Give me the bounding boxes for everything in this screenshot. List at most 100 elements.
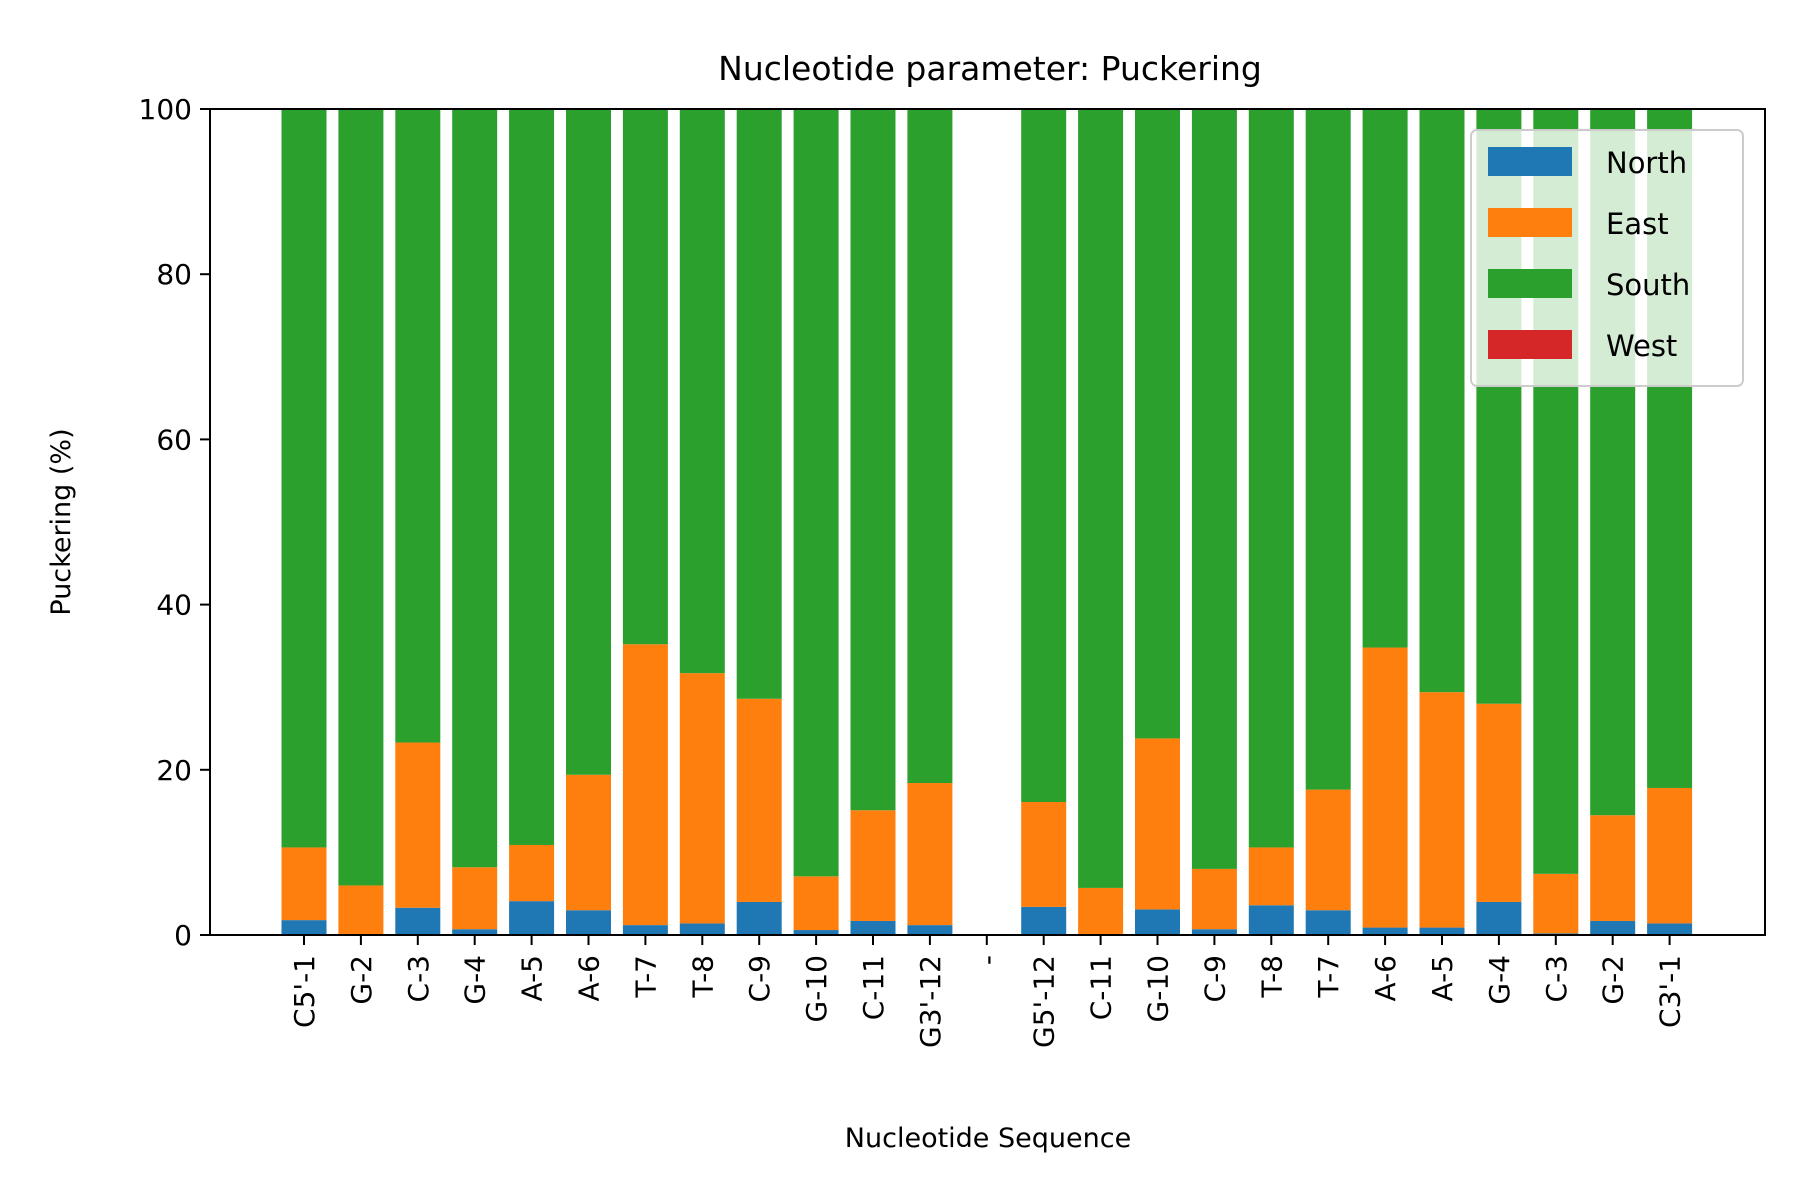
bar-north-11 xyxy=(907,925,953,935)
legend-swatch-south xyxy=(1488,269,1572,298)
bar-east-9 xyxy=(793,876,839,931)
bar-east-5 xyxy=(566,774,611,911)
bar-south-15 xyxy=(1135,109,1180,739)
bar-south-8 xyxy=(736,109,782,699)
x-tick-label: C-3 xyxy=(1540,955,1573,1002)
bar-east-11 xyxy=(907,783,953,926)
bar-north-24 xyxy=(1647,923,1693,935)
bar-north-3 xyxy=(452,929,498,935)
bar-south-5 xyxy=(566,109,611,775)
bar-east-7 xyxy=(679,673,725,924)
x-tick-label: C-9 xyxy=(1198,955,1231,1002)
x-tick-label: G-4 xyxy=(1483,955,1516,1005)
bar-east-2 xyxy=(395,742,441,908)
bar-east-21 xyxy=(1476,703,1522,902)
bar-north-0 xyxy=(281,920,327,935)
x-tick-label: T-8 xyxy=(686,955,719,998)
x-tick-label: T-8 xyxy=(1255,955,1288,998)
bar-east-15 xyxy=(1135,738,1180,910)
legend-label-west: West xyxy=(1606,329,1677,363)
x-tick-label: C-11 xyxy=(1085,955,1118,1020)
bar-south-20 xyxy=(1419,109,1465,693)
x-tick-label: T-7 xyxy=(629,955,662,998)
bar-east-1 xyxy=(338,885,384,935)
bar-east-22 xyxy=(1533,873,1579,934)
bar-east-19 xyxy=(1362,647,1408,928)
bar-east-18 xyxy=(1305,789,1351,911)
y-axis: 0 20 40 60 80 100 xyxy=(139,93,210,952)
bar-south-10 xyxy=(850,109,896,811)
x-tick-label: - xyxy=(971,955,1004,965)
x-tick-label: C-9 xyxy=(743,955,776,1002)
bar-south-13 xyxy=(1021,109,1067,803)
bar-east-16 xyxy=(1191,868,1237,930)
x-tick-label: A-6 xyxy=(573,955,606,1001)
bar-south-7 xyxy=(679,109,725,674)
bar-north-13 xyxy=(1021,906,1067,935)
x-tick-label: T-7 xyxy=(1312,955,1345,998)
bar-north-15 xyxy=(1135,909,1180,935)
bar-south-14 xyxy=(1078,109,1124,888)
legend-swatch-east xyxy=(1488,208,1572,237)
bar-south-17 xyxy=(1248,109,1294,848)
bar-east-23 xyxy=(1590,815,1636,921)
x-tick-label: C-11 xyxy=(857,955,890,1020)
legend-box xyxy=(1470,129,1744,387)
legend-label-east: East xyxy=(1606,207,1669,241)
bar-south-6 xyxy=(622,109,668,645)
x-tick-label: G-4 xyxy=(459,955,492,1005)
x-tick-label: A-5 xyxy=(1426,955,1459,1001)
bar-east-20 xyxy=(1419,692,1465,928)
bar-east-8 xyxy=(736,698,782,902)
y-tick-label: 80 xyxy=(156,258,192,291)
y-axis-label: Puckering (%) xyxy=(46,428,77,615)
plot-frame xyxy=(209,108,1766,936)
x-tick-label: A-5 xyxy=(516,955,549,1001)
bar-south-2 xyxy=(395,109,441,743)
bar-north-9 xyxy=(793,930,839,935)
bar-east-4 xyxy=(509,844,555,902)
bar-south-19 xyxy=(1362,109,1408,648)
bar-south-9 xyxy=(793,109,839,877)
y-tick-label: 40 xyxy=(156,589,192,622)
bar-south-18 xyxy=(1305,109,1351,790)
bar-north-5 xyxy=(566,910,611,935)
y-tick-label: 20 xyxy=(156,754,192,787)
x-tick-label: C3'-1 xyxy=(1654,955,1687,1028)
bar-north-2 xyxy=(395,907,441,935)
legend-swatch-west xyxy=(1488,330,1572,359)
bar-south-4 xyxy=(509,109,555,845)
bar-south-16 xyxy=(1191,109,1237,869)
bar-north-8 xyxy=(736,901,782,935)
legend-label-north: North xyxy=(1606,146,1687,180)
bar-north-16 xyxy=(1191,929,1237,935)
bar-east-6 xyxy=(622,644,668,926)
bar-east-17 xyxy=(1248,847,1294,906)
bar-east-14 xyxy=(1078,887,1124,935)
bar-south-1 xyxy=(338,109,384,886)
bar-south-3 xyxy=(452,109,498,868)
bar-north-6 xyxy=(622,925,668,935)
x-axis-label: Nucleotide Sequence xyxy=(845,1123,1131,1154)
bar-north-4 xyxy=(509,901,555,935)
bar-north-10 xyxy=(850,920,896,935)
bar-north-23 xyxy=(1590,920,1636,935)
bar-north-20 xyxy=(1419,927,1465,935)
bar-east-13 xyxy=(1021,802,1067,907)
y-tick-label: 0 xyxy=(174,919,192,952)
legend-label-south: South xyxy=(1606,268,1690,302)
x-tick-label: G-10 xyxy=(1142,955,1175,1022)
x-tick-label: G-10 xyxy=(800,955,833,1022)
x-tick-label: C5'-1 xyxy=(288,955,321,1028)
bar-north-18 xyxy=(1305,910,1351,935)
bar-north-7 xyxy=(679,923,725,935)
bar-east-24 xyxy=(1647,787,1693,924)
bar-south-0 xyxy=(281,109,327,848)
bar-east-10 xyxy=(850,810,896,921)
bar-east-0 xyxy=(281,847,327,921)
bar-north-21 xyxy=(1476,901,1522,935)
x-tick-label: G-2 xyxy=(345,955,378,1005)
chart-title: Nucleotide parameter: Puckering xyxy=(718,49,1262,88)
y-tick-label: 60 xyxy=(156,423,192,456)
